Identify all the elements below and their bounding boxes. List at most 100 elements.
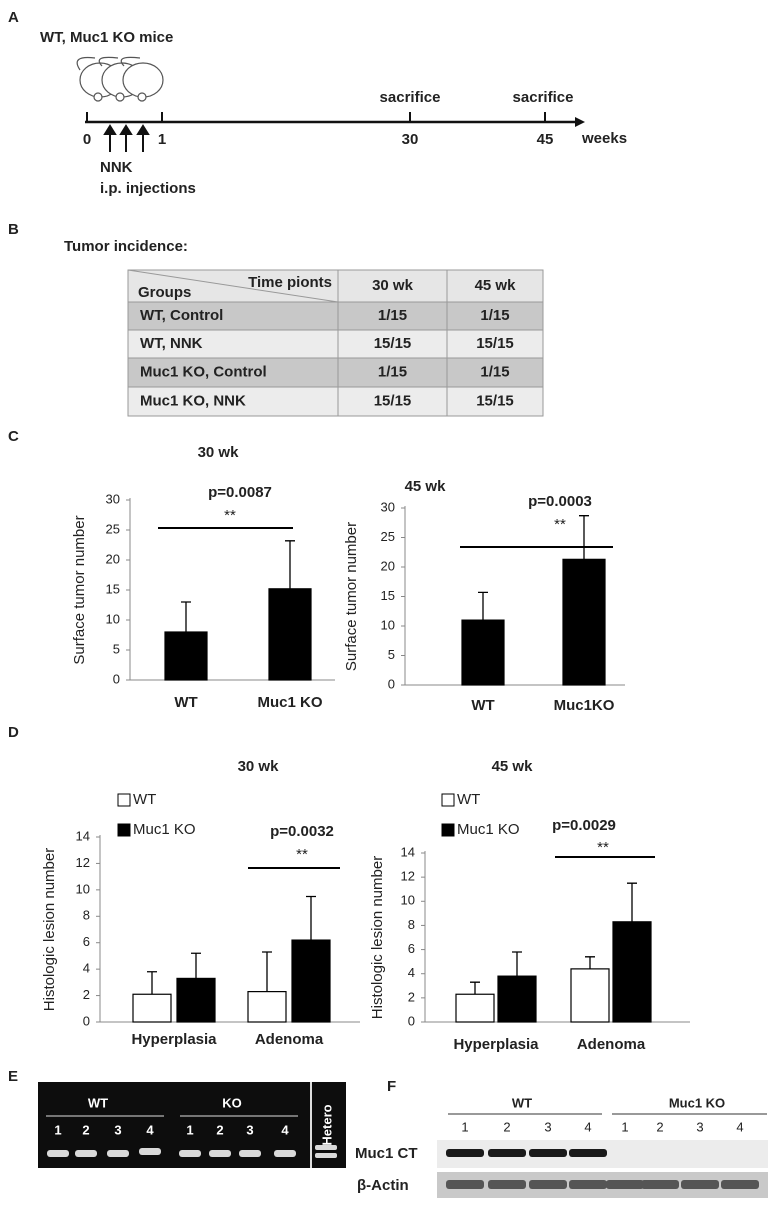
gel-band <box>47 1150 69 1157</box>
lane-number: 1 <box>461 1119 468 1134</box>
bar <box>562 558 606 686</box>
blot-band <box>529 1149 567 1157</box>
y-tick-label: 0 <box>388 676 395 691</box>
lane-number: 4 <box>281 1122 289 1137</box>
table-row <box>127 357 544 388</box>
error-bar <box>478 591 488 621</box>
legend-swatch <box>117 823 131 837</box>
y-tick-label: 2 <box>408 989 415 1004</box>
table-cell: 1/15 <box>480 307 509 324</box>
y-tick-label: 4 <box>408 965 415 980</box>
table-cell: 1/15 <box>378 307 407 324</box>
table-row <box>127 329 544 359</box>
gel-band <box>139 1148 161 1155</box>
lane-number: 2 <box>503 1119 510 1134</box>
legend-swatch <box>441 793 455 807</box>
header-cell: 30 wk <box>372 277 414 294</box>
legend-label: WT <box>133 791 156 808</box>
y-axis-label: Histologic lesion number <box>369 856 386 1019</box>
panel-label: B <box>8 221 19 238</box>
panel-label: A <box>8 9 19 26</box>
y-tick-label: 8 <box>83 908 90 923</box>
legend-label: Muc1 KO <box>133 821 196 838</box>
gel-band <box>274 1150 296 1157</box>
table-cell: 1/15 <box>378 363 407 380</box>
y-tick-label: 30 <box>106 491 120 506</box>
y-tick-label: 25 <box>381 529 395 544</box>
y-tick-label: 12 <box>76 855 90 870</box>
x-tick-label: Hyperplasia <box>453 1036 539 1053</box>
y-tick-label: 14 <box>401 844 415 859</box>
mice-icon <box>76 56 164 102</box>
blot-band <box>446 1149 484 1157</box>
error-bar <box>512 951 522 977</box>
lane-number: 4 <box>736 1119 743 1134</box>
blot-row-label: Muc1 CT <box>355 1145 418 1162</box>
incidence-table: Time pionts Groups 30 wk 45 wk WT, Control 1/… <box>127 269 544 417</box>
error-bar <box>306 895 316 941</box>
bar <box>612 921 652 1023</box>
significance-stars: ** <box>224 507 236 524</box>
table-header <box>127 269 544 303</box>
time-unit: weeks <box>581 130 627 147</box>
panel-label: E <box>8 1068 18 1085</box>
header-cell: Groups <box>138 284 191 301</box>
p-value: p=0.0003 <box>528 493 592 510</box>
gel-band <box>179 1150 201 1157</box>
blot-band <box>681 1180 719 1189</box>
y-tick-label: 15 <box>106 581 120 596</box>
table-cell: 1/15 <box>480 363 509 380</box>
timepoint: 1 <box>158 131 166 148</box>
x-tick-label: WT <box>471 697 494 714</box>
y-tick-label: 0 <box>113 671 120 686</box>
legend-label: Muc1 KO <box>457 821 520 838</box>
y-tick-label: 12 <box>401 869 415 884</box>
bar <box>164 631 208 681</box>
bar <box>291 939 331 1023</box>
table-row <box>127 386 544 417</box>
bar <box>497 975 537 1023</box>
significance-stars: ** <box>554 516 566 533</box>
panel-label: C <box>8 428 19 445</box>
bar <box>176 977 216 1023</box>
y-tick-label: 10 <box>106 611 120 626</box>
y-tick-label: 8 <box>408 917 415 932</box>
panel-label: D <box>8 724 19 741</box>
lane-number: 3 <box>114 1122 121 1137</box>
gel-group: KO <box>222 1095 242 1110</box>
y-tick-label: 2 <box>83 987 90 1002</box>
timeline-arrow <box>575 117 585 127</box>
blot-band <box>488 1180 526 1189</box>
route-label: i.p. injections <box>100 180 196 197</box>
table-cell: 15/15 <box>374 335 412 352</box>
bar <box>461 619 505 686</box>
blot-band <box>488 1149 526 1157</box>
gel-lanes: 1 2 3 4 1 2 3 4 <box>47 1122 337 1158</box>
timepoint: 0 <box>83 131 91 148</box>
significance-stars: ** <box>597 839 609 856</box>
lane-number: 3 <box>246 1122 253 1137</box>
p-value: p=0.0087 <box>208 484 272 501</box>
y-tick-label: 20 <box>381 558 395 573</box>
y-tick-label: 10 <box>401 893 415 908</box>
y-tick-label: 10 <box>381 617 395 632</box>
y-tick-label: 15 <box>381 588 395 603</box>
significance-stars: ** <box>296 846 308 863</box>
legend-label: WT <box>457 791 480 808</box>
y-axis-label: Surface tumor number <box>343 522 360 671</box>
bar <box>247 991 287 1023</box>
error-bar <box>470 981 480 995</box>
blot-group: Muc1 KO <box>669 1095 725 1110</box>
blot-group: WT <box>512 1095 532 1110</box>
lane-number: 1 <box>186 1122 193 1137</box>
blot-band <box>569 1149 607 1157</box>
table-cell: 15/15 <box>476 392 514 409</box>
header-cell: Time pionts <box>248 274 332 291</box>
table-row <box>127 301 544 331</box>
header-cell: 45 wk <box>475 277 517 294</box>
bar <box>268 588 312 681</box>
y-tick-label: 5 <box>113 641 120 656</box>
gel-band <box>239 1150 261 1157</box>
